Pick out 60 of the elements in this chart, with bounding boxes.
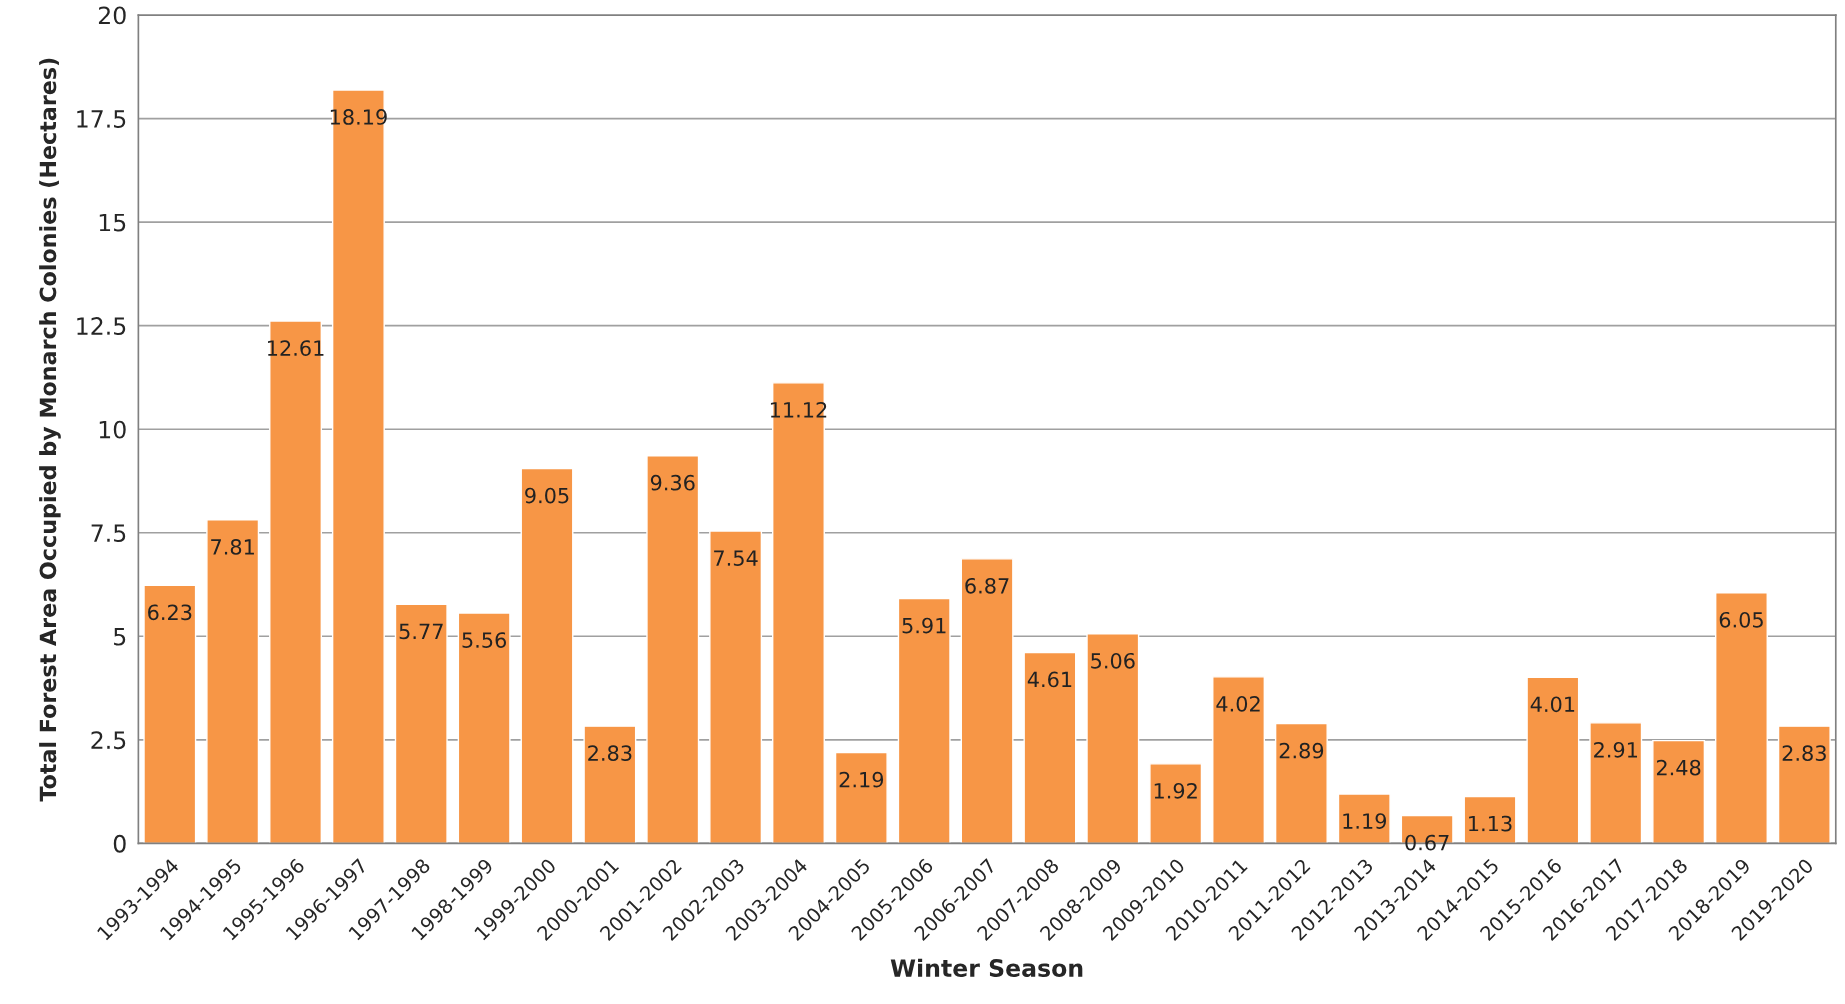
data-label: 4.02 xyxy=(1216,695,1260,712)
data-label: 2.83 xyxy=(1782,745,1826,762)
data-label: 9.36 xyxy=(650,474,695,491)
data-label: 4.61 xyxy=(1027,671,1072,688)
x-axis-title: Winter Season xyxy=(890,958,1083,977)
bar xyxy=(457,612,511,844)
data-label: 7.81 xyxy=(211,539,254,555)
bar xyxy=(206,519,260,844)
y-tick-label: 5 xyxy=(114,628,126,646)
bar xyxy=(583,725,637,844)
bar xyxy=(1149,763,1203,844)
bar xyxy=(709,530,763,844)
y-tick-label: 0 xyxy=(113,834,126,853)
bar xyxy=(1274,722,1328,844)
bar xyxy=(1086,633,1140,844)
data-label: 5.77 xyxy=(399,623,443,640)
data-label: 6.87 xyxy=(965,577,1009,594)
data-label: 2.19 xyxy=(839,771,884,788)
data-label: 5.91 xyxy=(902,617,946,634)
bar xyxy=(1777,725,1831,844)
bar xyxy=(1463,795,1517,844)
bar xyxy=(520,467,574,844)
bar xyxy=(331,89,385,844)
bar xyxy=(1337,793,1391,844)
bar xyxy=(960,558,1014,844)
data-label: 2.91 xyxy=(1594,741,1638,758)
bar xyxy=(1526,676,1580,844)
data-label: 6.23 xyxy=(148,604,192,621)
y-tick-label: 10 xyxy=(99,420,126,439)
data-label: 5.56 xyxy=(462,632,507,648)
data-label: 1.19 xyxy=(1343,813,1386,829)
data-label: 5.06 xyxy=(1091,652,1135,669)
y-axis-title: Total Forest Area Occupied by Monarch Colonies (Hectares) xyxy=(39,58,61,802)
bar xyxy=(1589,722,1643,844)
bar xyxy=(834,751,888,844)
y-tick-label: 15 xyxy=(99,213,126,232)
data-label: 7.54 xyxy=(714,550,758,566)
data-label: 4.01 xyxy=(1530,696,1575,713)
data-label: 2.48 xyxy=(1656,759,1701,776)
bar xyxy=(269,320,323,844)
bar xyxy=(1023,651,1077,844)
data-label: 2.83 xyxy=(588,745,632,762)
bar xyxy=(897,597,951,844)
bar xyxy=(1212,676,1266,844)
y-tick-label: 20 xyxy=(98,6,126,25)
y-tick-label: 7.5 xyxy=(91,524,126,543)
y-tick-label: 2.5 xyxy=(91,731,126,750)
bar xyxy=(143,584,197,844)
data-label: 6.05 xyxy=(1719,611,1763,628)
bar xyxy=(1652,739,1706,844)
bar xyxy=(1715,592,1768,844)
data-label: 1.92 xyxy=(1154,782,1197,799)
bar xyxy=(394,603,448,844)
data-label: 2.89 xyxy=(1279,742,1324,759)
y-tick-label: 17.5 xyxy=(77,110,126,128)
data-label: 1.13 xyxy=(1469,815,1512,832)
y-tick-label: 12.5 xyxy=(77,317,126,335)
bar xyxy=(772,382,825,844)
data-label: 9.05 xyxy=(525,487,569,504)
bar xyxy=(646,455,700,844)
